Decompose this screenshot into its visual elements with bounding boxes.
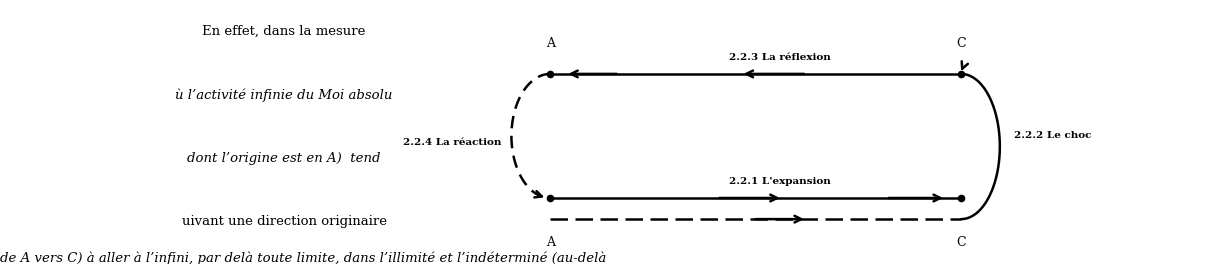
Text: ù l’activité infinie du Moi absolu: ù l’activité infinie du Moi absolu	[175, 88, 393, 102]
Text: uivant une direction originaire: uivant une direction originaire	[181, 215, 387, 228]
Text: C: C	[956, 37, 966, 50]
Text: A: A	[545, 236, 555, 249]
Text: A: A	[545, 37, 555, 50]
Text: 2.2.1 L'expansion: 2.2.1 L'expansion	[729, 177, 831, 186]
Text: 2.2.3 La réflexion: 2.2.3 La réflexion	[729, 53, 831, 62]
Text: C: C	[956, 236, 966, 249]
Text: dont l’origine est en A)  tend: dont l’origine est en A) tend	[187, 152, 381, 165]
Text: En effet, dans la mesure: En effet, dans la mesure	[202, 25, 366, 38]
Text: 2.2.2 Le choc: 2.2.2 Le choc	[1014, 131, 1092, 140]
Text: de A vers C) à aller à l’infini, par delà toute limite, dans l’illimité et l’ind: de A vers C) à aller à l’infini, par del…	[0, 252, 606, 264]
Text: 2.2.4 La réaction: 2.2.4 La réaction	[404, 138, 502, 147]
